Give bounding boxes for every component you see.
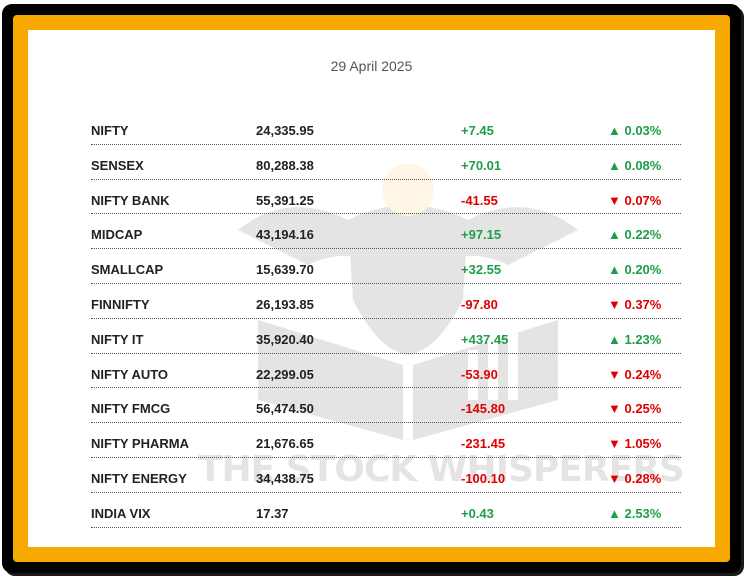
table-row: NIFTY ENERGY 34,438.75 -100.10 ▼ 0.28% xyxy=(91,458,681,493)
index-name: NIFTY FMCG xyxy=(91,401,171,417)
table-row: MIDCAP 43,194.16 +97.15 ▲ 0.22% xyxy=(91,214,681,250)
index-name: NIFTY PHARMA xyxy=(91,436,189,452)
index-change: -145.80 xyxy=(461,401,506,417)
table-row: NIFTY BANK 55,391.25 -41.55 ▼ 0.07% xyxy=(91,180,681,215)
index-value: 15,639.70 xyxy=(256,262,314,278)
index-change: +32.55 xyxy=(461,262,502,278)
market-summary-card: 29 April 2025 THE STOCK WHISPERERS NIFTY… xyxy=(28,30,715,547)
index-change: -41.55 xyxy=(461,192,498,208)
index-change: +70.01 xyxy=(461,157,502,173)
table-row: FINNIFTY 26,193.85 -97.80 ▼ 0.37% xyxy=(91,284,681,319)
table-row: NIFTY FMCG 56,474.50 -145.80 ▼ 0.25% xyxy=(91,388,681,424)
index-percent-change: ▼ 0.24% xyxy=(608,366,662,382)
index-name: FINNIFTY xyxy=(91,296,150,312)
index-percent-change: ▼ 0.28% xyxy=(608,470,662,486)
report-date: 29 April 2025 xyxy=(330,58,413,74)
index-change: +7.45 xyxy=(461,123,494,138)
table-row: SENSEX 80,288.38 +70.01 ▲ 0.08% xyxy=(91,145,681,180)
index-percent-change: ▲ 0.03% xyxy=(608,123,662,138)
indices-table: NIFTY 24,335.95 +7.45 ▲ 0.03% SENSEX 80,288.3… xyxy=(91,110,681,528)
index-percent-change: ▼ 0.07% xyxy=(608,192,662,208)
index-value: 22,299.05 xyxy=(256,366,314,382)
table-row: INDIA VIX 17.37 +0.43 ▲ 2.53% xyxy=(91,493,681,528)
index-percent-change: ▲ 0.22% xyxy=(608,227,662,243)
index-value: 17.37 xyxy=(256,505,289,521)
index-value: 26,193.85 xyxy=(256,296,314,312)
index-name: NIFTY BANK xyxy=(91,192,170,208)
index-percent-change: ▲ 0.20% xyxy=(608,262,662,278)
index-name: NIFTY xyxy=(91,123,129,138)
table-row: NIFTY IT 35,920.40 +437.45 ▲ 1.23% xyxy=(91,319,681,354)
index-name: INDIA VIX xyxy=(91,505,151,521)
index-value: 80,288.38 xyxy=(256,157,314,173)
index-change: +437.45 xyxy=(461,331,509,347)
index-value: 43,194.16 xyxy=(256,227,314,243)
index-value: 24,335.95 xyxy=(256,123,314,138)
index-change: +0.43 xyxy=(461,505,494,521)
index-change: +97.15 xyxy=(461,227,502,243)
table-row: NIFTY PHARMA 21,676.65 -231.45 ▼ 1.05% xyxy=(91,423,681,458)
index-percent-change: ▲ 1.23% xyxy=(608,331,662,347)
index-change: -53.90 xyxy=(461,366,498,382)
accent-border: 29 April 2025 THE STOCK WHISPERERS NIFTY… xyxy=(13,15,730,562)
index-change: -97.80 xyxy=(461,296,498,312)
index-name: SMALLCAP xyxy=(91,262,164,278)
index-name: NIFTY IT xyxy=(91,331,144,347)
index-name: SENSEX xyxy=(91,157,144,173)
index-percent-change: ▼ 1.05% xyxy=(608,436,662,452)
index-value: 55,391.25 xyxy=(256,192,314,208)
index-name: NIFTY AUTO xyxy=(91,366,169,382)
index-change: -231.45 xyxy=(461,436,506,452)
table-row: NIFTY AUTO 22,299.05 -53.90 ▼ 0.24% xyxy=(91,354,681,389)
index-value: 34,438.75 xyxy=(256,470,314,486)
index-value: 35,920.40 xyxy=(256,331,314,347)
index-percent-change: ▲ 2.53% xyxy=(608,505,662,521)
index-percent-change: ▼ 0.25% xyxy=(608,401,662,417)
index-percent-change: ▲ 0.08% xyxy=(608,157,662,173)
table-row: SMALLCAP 15,639.70 +32.55 ▲ 0.20% xyxy=(91,249,681,284)
index-value: 21,676.65 xyxy=(256,436,314,452)
index-change: -100.10 xyxy=(461,470,506,486)
index-percent-change: ▼ 0.37% xyxy=(608,296,662,312)
index-name: NIFTY ENERGY xyxy=(91,470,187,486)
table-row: NIFTY 24,335.95 +7.45 ▲ 0.03% xyxy=(91,110,681,145)
index-name: MIDCAP xyxy=(91,227,143,243)
outer-frame: 29 April 2025 THE STOCK WHISPERERS NIFTY… xyxy=(2,4,741,573)
index-value: 56,474.50 xyxy=(256,401,314,417)
